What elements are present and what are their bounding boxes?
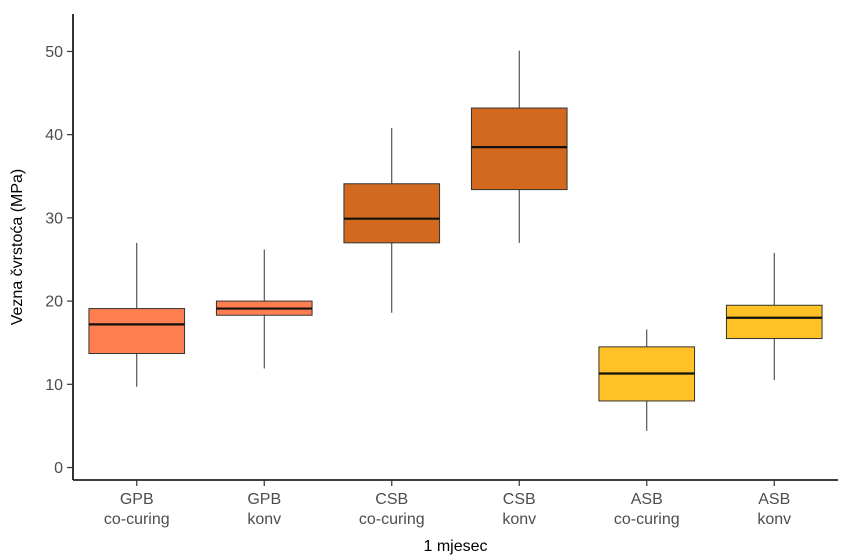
box-group xyxy=(470,50,568,243)
y-axis-title: Vezna čvrstoća (MPa) xyxy=(9,169,26,326)
y-tick-label: 30 xyxy=(45,210,63,227)
y-axis-ticks: 0 10 20 30 40 50 xyxy=(45,44,73,477)
x-tick-label-line2: konv xyxy=(502,511,536,528)
box-group xyxy=(725,252,823,381)
box-group xyxy=(88,242,186,387)
x-tick-label-line1: ASB xyxy=(758,491,790,508)
plot-area xyxy=(88,50,823,431)
y-tick-label: 50 xyxy=(45,44,63,61)
box-group xyxy=(598,329,696,431)
y-tick-label: 40 xyxy=(45,127,63,144)
y-tick-label: 20 xyxy=(45,294,63,311)
box-iqr xyxy=(88,308,186,355)
box-iqr xyxy=(470,107,568,191)
x-tick-label-line2: konv xyxy=(247,511,281,528)
x-axis-ticks: GPB co-curing GPB konv CSB co-curing CSB konv AS… xyxy=(104,480,791,528)
x-tick-label-line2: co-curing xyxy=(614,511,680,528)
y-tick-label: 10 xyxy=(45,377,63,394)
x-tick-label-line1: GPB xyxy=(247,491,281,508)
x-axis-title: 1 mjesec xyxy=(423,538,487,555)
box-iqr xyxy=(725,304,823,340)
y-tick-label: 0 xyxy=(54,460,63,477)
box-iqr xyxy=(343,183,441,244)
x-tick-label-line2: co-curing xyxy=(359,511,425,528)
x-tick-label-line1: ASB xyxy=(631,491,663,508)
box-group xyxy=(215,249,313,369)
x-tick-label-line2: konv xyxy=(757,511,791,528)
box-group xyxy=(343,128,441,313)
x-tick-label-line1: CSB xyxy=(503,491,536,508)
x-tick-label-line1: GPB xyxy=(120,491,154,508)
x-tick-label-line1: CSB xyxy=(375,491,408,508)
x-tick-label-line2: co-curing xyxy=(104,511,170,528)
